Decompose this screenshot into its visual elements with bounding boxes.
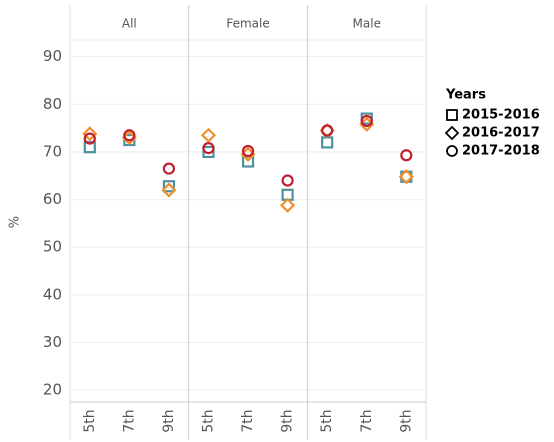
y-tick-label: 20 (43, 381, 62, 399)
point (83, 141, 96, 154)
point (360, 114, 373, 128)
x-tick-label: 9th (398, 409, 414, 432)
point (281, 174, 294, 187)
x-tick-label: 5th (200, 409, 216, 432)
point (241, 144, 255, 158)
point (162, 162, 176, 175)
panel-label: Female (226, 17, 269, 31)
y-tick-label: 30 (43, 333, 62, 351)
point (321, 124, 334, 137)
point (83, 132, 96, 145)
point (202, 142, 215, 155)
point (123, 129, 136, 142)
point (398, 169, 414, 185)
point (280, 197, 296, 213)
x-tick-label: 7th (240, 409, 256, 432)
x-tick-label: 9th (161, 409, 177, 432)
legend-symbol (446, 109, 458, 121)
point (400, 149, 413, 162)
point (82, 126, 98, 142)
y-tick-label: 70 (43, 142, 62, 160)
legend-symbol (446, 145, 458, 157)
y-tick-label: 50 (43, 238, 62, 256)
y-tick-label: 40 (43, 285, 62, 303)
x-tick-label: 5th (319, 409, 335, 432)
y-axis-label: % (8, 216, 23, 228)
x-tick-label: 9th (280, 409, 296, 432)
point (202, 145, 215, 159)
point (200, 127, 217, 143)
legend-label: 2017-2018 (462, 144, 540, 159)
point (321, 136, 334, 149)
legend-label: 2015-2016 (462, 108, 540, 123)
y-tick-label: 60 (43, 190, 62, 208)
legend-symbol (444, 125, 460, 141)
point (162, 180, 176, 193)
x-tick-label: 5th (82, 409, 98, 432)
y-tick-label: 90 (43, 47, 62, 65)
panel-label: All (122, 17, 137, 31)
legend-label: 2016-2017 (462, 126, 540, 141)
legend-title: Years (445, 88, 486, 103)
x-tick-label: 7th (359, 409, 375, 432)
x-tick-label: 7th (121, 409, 137, 432)
panel-label: Male (353, 17, 381, 31)
y-tick-label: 80 (43, 95, 62, 113)
point (161, 182, 177, 198)
